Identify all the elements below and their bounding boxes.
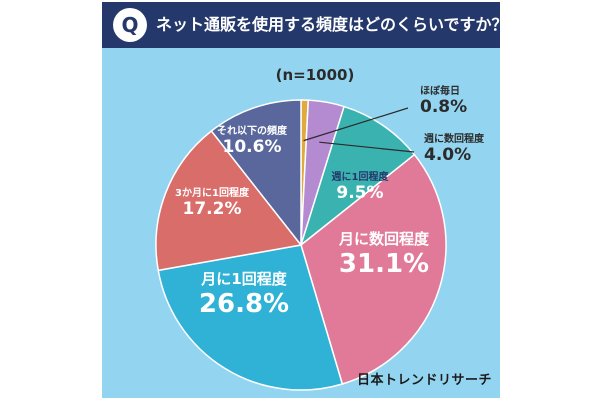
sample-size: (n=1000) — [275, 66, 355, 84]
label-monthly-once-name: 月に1回程度 — [201, 270, 287, 288]
pie-slice-weekly-once — [299, 105, 416, 248]
pie-slice-quarterly — [155, 129, 303, 272]
label-weekly-several-value: 4.0% — [424, 145, 472, 165]
pie-slice-monthly-several — [300, 153, 447, 385]
question-header: Q ネット通販を使用する頻度はどのくらいですか？ — [102, 2, 500, 48]
pie-chart — [155, 99, 447, 391]
label-less-often: それ以下の頻度 10.6% — [202, 122, 302, 157]
label-monthly-once-value: 26.8% — [198, 289, 290, 319]
q-badge: Q — [113, 8, 147, 42]
label-weekly-several-name: 週に数回程度 — [424, 134, 484, 145]
label-less-often-value: 10.6% — [222, 137, 282, 157]
label-monthly-several: 月に数回程度 31.1% — [324, 228, 444, 279]
label-weekly-several: 週に数回程度 4.0% — [424, 130, 484, 165]
label-monthly-several-name: 月に数回程度 — [338, 230, 429, 248]
label-daily: ほぼ毎日 0.8% — [420, 82, 467, 117]
label-daily-value: 0.8% — [420, 97, 468, 117]
label-weekly-once-name: 週に1回程度 — [331, 172, 389, 183]
leader-line-weekly-several — [319, 141, 415, 153]
label-quarterly-value: 17.2% — [182, 199, 242, 219]
label-weekly-once-value: 9.5% — [336, 183, 384, 203]
label-weekly-once: 週に1回程度 9.5% — [330, 168, 390, 203]
label-less-often-name: それ以下の頻度 — [217, 126, 287, 137]
question-text: ネット通販を使用する頻度はどのくらいですか？ — [156, 15, 500, 34]
label-monthly-once: 月に1回程度 26.8% — [184, 268, 304, 319]
pie-slice-monthly-once — [157, 244, 344, 391]
pie-slice-less-often — [210, 99, 302, 248]
label-daily-name: ほぼ毎日 — [420, 86, 460, 97]
label-quarterly: 3か月に1回程度 17.2% — [164, 184, 260, 219]
label-quarterly-name: 3か月に1回程度 — [175, 188, 249, 199]
label-monthly-several-value: 31.1% — [338, 249, 430, 279]
chart-card: Q ネット通販を使用する頻度はどのくらいですか？ (n=1000) ほぼ毎日 0… — [102, 2, 500, 398]
brand-logo: 日本トレンドリサーチ — [356, 373, 492, 388]
leader-line-daily — [303, 107, 409, 142]
